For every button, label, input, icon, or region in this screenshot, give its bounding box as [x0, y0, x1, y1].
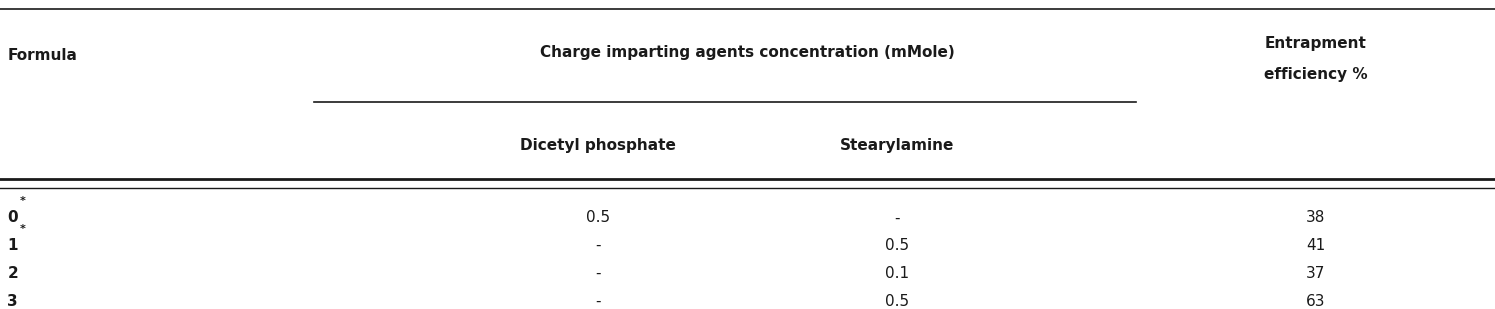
- Text: 38: 38: [1307, 210, 1325, 225]
- Text: -: -: [595, 294, 601, 309]
- Text: Dicetyl phosphate: Dicetyl phosphate: [520, 138, 676, 153]
- Text: -: -: [894, 210, 900, 225]
- Text: 0.1: 0.1: [885, 266, 909, 281]
- Text: 63: 63: [1305, 294, 1326, 309]
- Text: 0.5: 0.5: [885, 294, 909, 309]
- Text: 3: 3: [7, 294, 18, 309]
- Text: 2: 2: [7, 266, 18, 281]
- Text: 0: 0: [7, 210, 18, 225]
- Text: -: -: [595, 238, 601, 253]
- Text: Entrapment: Entrapment: [1265, 36, 1366, 51]
- Text: efficiency %: efficiency %: [1263, 67, 1368, 82]
- Text: 1: 1: [7, 238, 18, 253]
- Text: Formula: Formula: [7, 48, 78, 63]
- Text: 37: 37: [1307, 266, 1325, 281]
- Text: -: -: [595, 266, 601, 281]
- Text: *: *: [19, 224, 25, 234]
- Text: *: *: [19, 196, 25, 206]
- Text: 0.5: 0.5: [885, 238, 909, 253]
- Text: Charge imparting agents concentration (mMole): Charge imparting agents concentration (m…: [540, 45, 955, 60]
- Text: Stearylamine: Stearylamine: [840, 138, 954, 153]
- Text: 41: 41: [1307, 238, 1325, 253]
- Text: 0.5: 0.5: [586, 210, 610, 225]
